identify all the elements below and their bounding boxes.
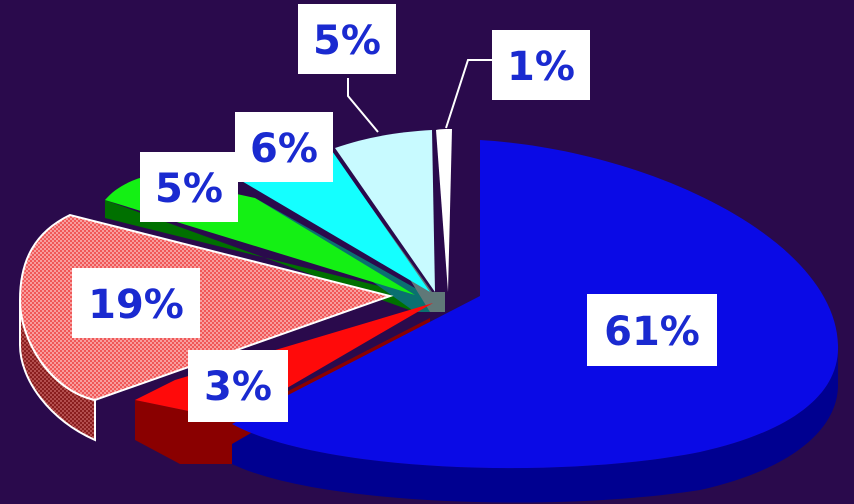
slice-6	[240, 148, 430, 292]
label-5-lightcyan: 5%	[298, 4, 396, 74]
slice-61-side	[232, 345, 839, 503]
svg-text:1%: 1%	[507, 44, 575, 90]
label-1: 1%	[492, 30, 590, 100]
svg-text:6%: 6%	[250, 126, 318, 172]
label-3: 3%	[188, 350, 288, 422]
leader-line-5	[347, 78, 379, 133]
slice-61	[232, 140, 839, 469]
svg-text:19%: 19%	[88, 282, 184, 328]
svg-text:61%: 61%	[604, 309, 700, 355]
label-6: 6%	[235, 112, 333, 182]
slice-5-lightcyan	[335, 130, 435, 292]
svg-text:3%: 3%	[204, 364, 272, 410]
label-5-green: 5%	[140, 152, 238, 222]
svg-text:5%: 5%	[155, 166, 223, 212]
slice-1	[436, 129, 452, 292]
label-19: 19%	[72, 268, 200, 338]
slice-19	[18, 213, 394, 402]
label-61: 61%	[587, 294, 717, 366]
svg-text:5%: 5%	[313, 18, 381, 64]
leader-line-1	[445, 59, 492, 129]
